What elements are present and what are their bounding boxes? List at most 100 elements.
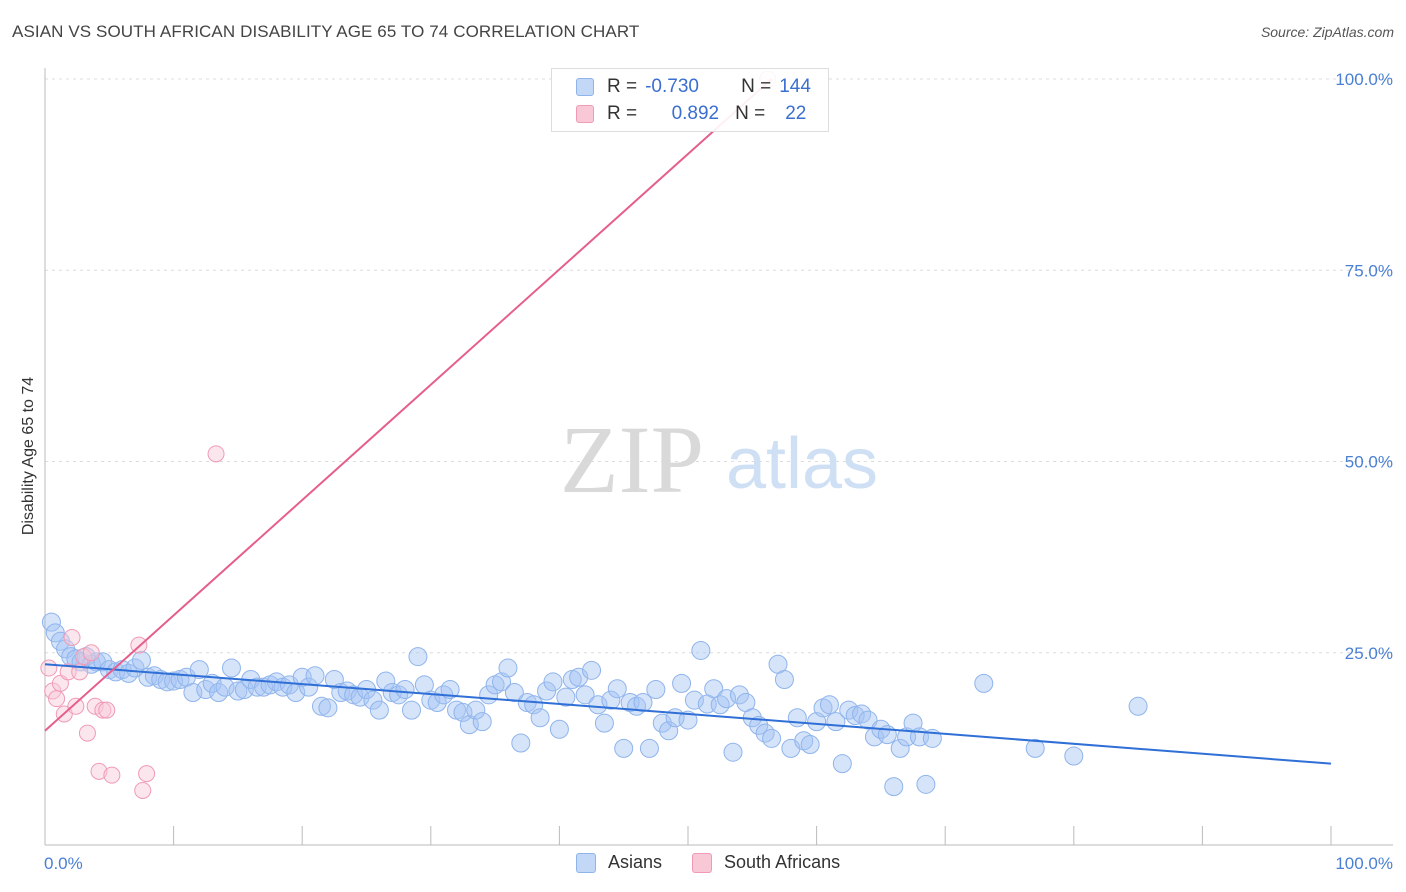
data-point-asians bbox=[646, 679, 666, 699]
data-point-asians bbox=[549, 719, 569, 739]
data-point-south-africans bbox=[59, 663, 77, 681]
data-point-asians bbox=[774, 670, 794, 690]
data-point-asians bbox=[684, 690, 704, 710]
data-point-south-africans bbox=[94, 701, 112, 719]
data-point-asians bbox=[607, 679, 627, 699]
data-point-south-africans bbox=[67, 697, 85, 715]
data-point-asians bbox=[614, 738, 634, 758]
data-point-asians bbox=[633, 692, 653, 712]
data-point-asians bbox=[311, 696, 331, 716]
data-point-asians bbox=[472, 712, 492, 732]
chart-title: ASIAN VS SOUTH AFRICAN DISABILITY AGE 65… bbox=[12, 22, 640, 41]
data-point-asians bbox=[845, 705, 865, 725]
data-point-asians bbox=[363, 690, 383, 710]
data-point-asians bbox=[164, 671, 184, 691]
data-point-asians bbox=[402, 700, 422, 720]
series-legend-south-africans[interactable]: South Africans bbox=[692, 852, 840, 873]
data-point-asians bbox=[819, 695, 839, 715]
data-point-asians bbox=[556, 687, 576, 707]
data-point-south-africans bbox=[82, 644, 100, 662]
data-point-asians bbox=[498, 658, 518, 678]
legend-r-label: R = bbox=[607, 76, 638, 97]
series-legend-asians[interactable]: Asians bbox=[576, 852, 662, 873]
data-point-asians bbox=[678, 710, 698, 730]
data-point-asians bbox=[131, 650, 151, 670]
legend-row-south-africans: R = 0.892 N = 22 bbox=[576, 102, 806, 126]
data-point-asians bbox=[652, 713, 672, 733]
data-point-south-africans bbox=[78, 724, 96, 742]
data-point-south-africans bbox=[207, 445, 225, 463]
data-point-asians bbox=[890, 738, 910, 758]
data-point-south-africans bbox=[48, 690, 66, 708]
data-point-asians bbox=[305, 666, 325, 686]
trend-line-asians bbox=[44, 663, 1332, 765]
data-point-asians bbox=[125, 658, 145, 678]
data-point-asians bbox=[839, 700, 859, 720]
series-label-asians: Asians bbox=[608, 852, 663, 872]
y-axis-label: Disability Age 65 to 74 bbox=[20, 377, 37, 535]
data-point-south-africans bbox=[40, 659, 58, 677]
data-point-south-africans bbox=[138, 765, 156, 783]
data-point-south-africans bbox=[63, 628, 81, 646]
data-point-asians bbox=[318, 698, 338, 718]
x-tick-label: 100.0% bbox=[1335, 854, 1393, 873]
legend-r-label: R = bbox=[607, 103, 638, 124]
data-point-asians bbox=[800, 735, 820, 755]
data-point-asians bbox=[395, 679, 415, 699]
data-point-asians bbox=[717, 689, 737, 709]
data-point-asians bbox=[723, 742, 743, 762]
data-point-asians bbox=[530, 708, 550, 728]
data-point-asians bbox=[209, 683, 229, 703]
source-credit: Source: ZipAtlas.com bbox=[1260, 24, 1394, 40]
series-swatch-asians bbox=[576, 852, 596, 873]
y-tick-label: 25.0% bbox=[1345, 644, 1393, 663]
data-point-asians bbox=[440, 679, 460, 699]
data-point-asians bbox=[729, 685, 749, 705]
data-point-south-africans bbox=[103, 766, 121, 784]
data-point-asians bbox=[466, 700, 486, 720]
data-point-asians bbox=[189, 660, 209, 680]
data-point-asians bbox=[459, 715, 479, 735]
legend-n-value-south-africans: 22 bbox=[785, 103, 807, 124]
series-label-south-africans: South Africans bbox=[724, 852, 841, 872]
legend-swatch-south-africans bbox=[576, 105, 594, 123]
y-tick-label: 75.0% bbox=[1345, 261, 1393, 280]
data-point-asians bbox=[511, 733, 531, 753]
legend-n-value-asians: 144 bbox=[779, 76, 811, 97]
data-point-south-africans bbox=[75, 648, 93, 666]
data-point-south-africans bbox=[90, 762, 108, 780]
stats-legend: R = -0.730 N = 144 R = 0.892 N = 22 bbox=[551, 68, 829, 132]
data-point-asians bbox=[704, 679, 724, 699]
data-point-asians bbox=[1064, 746, 1084, 766]
data-point-asians bbox=[299, 677, 319, 697]
data-point-asians bbox=[119, 663, 139, 683]
data-point-asians bbox=[183, 683, 203, 703]
data-point-asians bbox=[543, 672, 563, 692]
data-point-asians bbox=[1025, 738, 1045, 758]
data-point-south-africans bbox=[98, 701, 116, 719]
data-point-asians bbox=[916, 774, 936, 794]
data-point-asians bbox=[408, 647, 428, 667]
data-point-asians bbox=[974, 673, 994, 693]
legend-n-label: N = bbox=[741, 76, 772, 97]
watermark-zip: ZIP bbox=[560, 406, 704, 513]
data-point-south-africans bbox=[134, 781, 152, 799]
series-legend: Asians South Africans bbox=[576, 852, 870, 873]
trend-line-south-africans bbox=[44, 78, 773, 732]
data-point-asians bbox=[755, 723, 775, 743]
data-point-asians bbox=[639, 738, 659, 758]
data-point-asians bbox=[427, 692, 447, 712]
data-point-asians bbox=[884, 777, 904, 797]
legend-n-label: N = bbox=[735, 103, 766, 124]
data-point-asians bbox=[858, 710, 878, 730]
data-point-asians bbox=[749, 715, 769, 735]
data-point-asians bbox=[762, 728, 782, 748]
data-point-asians bbox=[588, 695, 608, 715]
x-tick-label: 0.0% bbox=[44, 854, 83, 873]
y-tick-label: 50.0% bbox=[1345, 453, 1393, 472]
data-point-asians bbox=[601, 690, 621, 710]
data-point-asians bbox=[221, 658, 241, 678]
data-point-asians bbox=[787, 708, 807, 728]
data-point-asians bbox=[537, 681, 557, 701]
data-point-asians bbox=[1128, 696, 1148, 716]
